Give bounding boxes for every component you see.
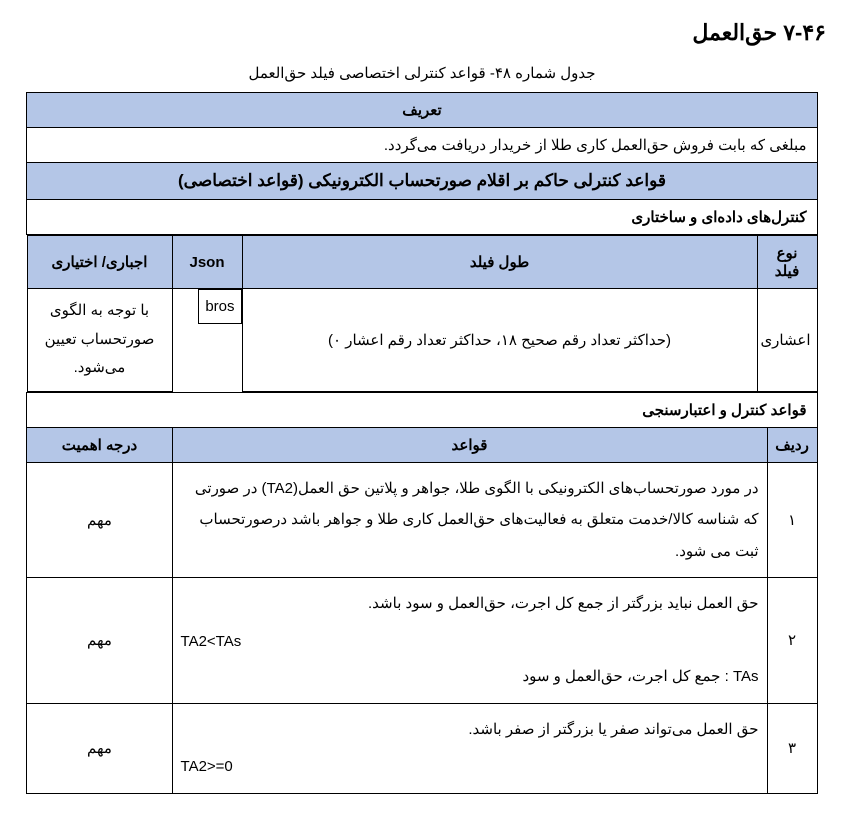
col-json: Json <box>172 236 242 289</box>
rule-importance: مهم <box>27 462 172 578</box>
rule-cell: حق العمل می‌تواند صفر یا بزرگتر از صفر ب… <box>172 703 767 793</box>
validation-header-row: قواعد کنترل و اعتبارسنجی <box>27 392 817 427</box>
col-importance: درجه اهمیت <box>27 427 172 462</box>
table-caption: جدول شماره ۴۸- قواعد کنترلی اختصاصی فیلد… <box>10 64 834 82</box>
field-json: bros <box>198 289 241 324</box>
field-mandatory: با توجه به الگوی صورتحساب تعیین می‌شود. <box>27 289 172 392</box>
rules-header: قواعد کنترلی حاکم بر اقلام صورتحساب الکت… <box>27 163 817 200</box>
row-number: ۳ <box>767 703 817 793</box>
definition-text-row: مبلغی که بابت فروش حق‌العمل کاری طلا از … <box>27 128 817 163</box>
structural-header-row: کنترل‌های داده‌ای و ساختاری <box>27 200 817 235</box>
col-type: نوع فیلد <box>757 236 817 289</box>
page-title: ۷-۴۶ حق‌العمل <box>10 20 834 46</box>
rule-formula: TA2>=0 <box>181 751 759 783</box>
rule-importance: مهم <box>27 578 172 704</box>
field-type: اعشاری <box>757 289 817 392</box>
table-row: ۱ در مورد صورتحساب‌های الکترونیکی با الگ… <box>27 462 817 578</box>
spec-table: تعریف مبلغی که بابت فروش حق‌العمل کاری ط… <box>26 92 817 235</box>
rule-text: حق العمل نباید بزرگتر از جمع کل اجرت، حق… <box>368 595 759 612</box>
validation-header: قواعد کنترل و اعتبارسنجی <box>27 392 817 427</box>
rule-formula: TA2<TAs <box>181 626 759 658</box>
structural-header: کنترل‌های داده‌ای و ساختاری <box>27 200 817 235</box>
definition-text: مبلغی که بابت فروش حق‌العمل کاری طلا از … <box>27 128 817 163</box>
col-rules: قواعد <box>172 427 767 462</box>
rule-cell: حق العمل نباید بزرگتر از جمع کل اجرت، حق… <box>172 578 767 704</box>
structural-data-row: اعشاری (حداکثر تعداد رقم صحیح ۱۸، حداکثر… <box>27 289 817 392</box>
rule-note: TAs : جمع کل اجرت، حق‌العمل و سود <box>181 661 759 693</box>
rule-importance: مهم <box>27 703 172 793</box>
rule-text: حق العمل می‌تواند صفر یا بزرگتر از صفر ب… <box>468 721 758 738</box>
field-length: (حداکثر تعداد رقم صحیح ۱۸، حداکثر تعداد … <box>242 289 757 392</box>
rule-text: در مورد صورتحساب‌های الکترونیکی با الگوی… <box>172 462 767 578</box>
rules-header-row: قواعد کنترلی حاکم بر اقلام صورتحساب الکت… <box>27 163 817 200</box>
structural-cols-row: نوع فیلد طول فیلد Json اجباری/ اختیاری <box>27 236 817 289</box>
table-row: ۳ حق العمل می‌تواند صفر یا بزرگتر از صفر… <box>27 703 817 793</box>
col-length: طول فیلد <box>242 236 757 289</box>
structural-table: نوع فیلد طول فیلد Json اجباری/ اختیاری ا… <box>27 235 818 392</box>
definition-header-row: تعریف <box>27 93 817 128</box>
row-number: ۲ <box>767 578 817 704</box>
validation-table: قواعد کنترل و اعتبارسنجی ردیف قواعد درجه… <box>26 392 817 794</box>
validation-cols-row: ردیف قواعد درجه اهمیت <box>27 427 817 462</box>
col-mandatory: اجباری/ اختیاری <box>27 236 172 289</box>
row-number: ۱ <box>767 462 817 578</box>
table-row: ۲ حق العمل نباید بزرگتر از جمع کل اجرت، … <box>27 578 817 704</box>
definition-header: تعریف <box>27 93 817 128</box>
col-row: ردیف <box>767 427 817 462</box>
